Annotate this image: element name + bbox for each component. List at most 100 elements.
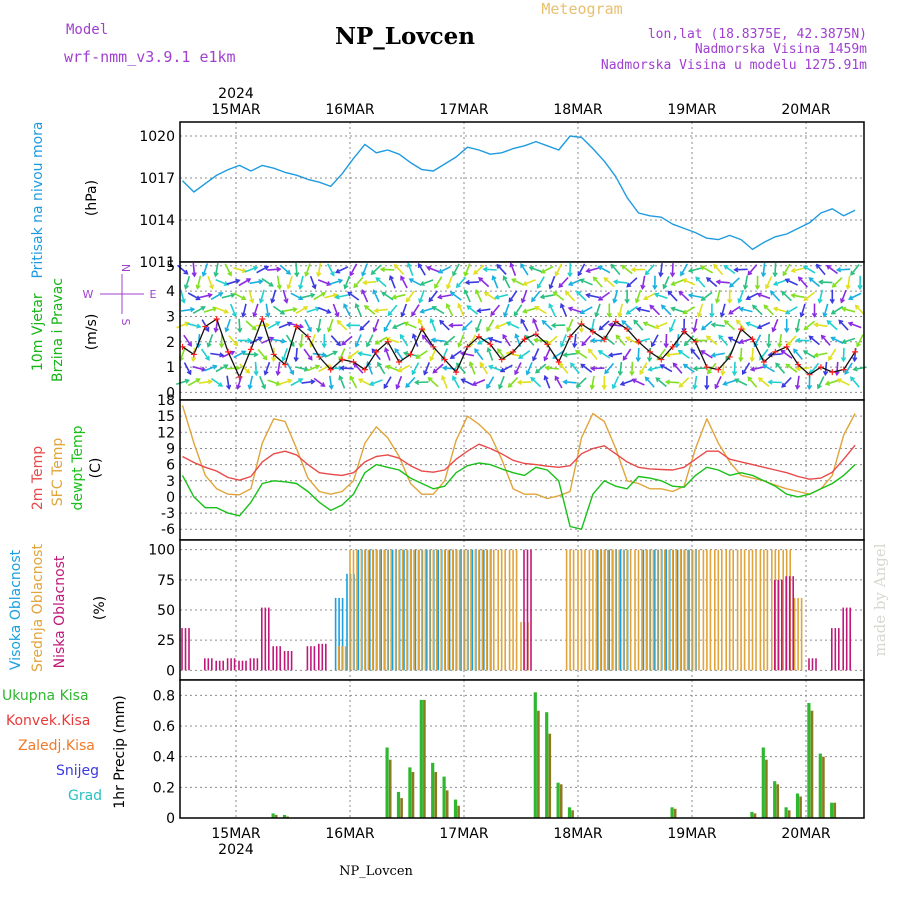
wind-arrow [303,348,313,361]
precip-total-bar [545,712,549,818]
wind-arrow-head [225,384,232,391]
wind-arrow-head [722,380,728,386]
wind-arrow [548,303,556,317]
wind-arrow [750,366,765,371]
wind-arrow-head [373,307,379,314]
wind-arrow-head [241,350,247,356]
wind-arrow [225,318,231,332]
wind-arrow [344,275,351,289]
wind-arrow-head [361,288,366,295]
wind-arrow [457,334,465,347]
wind-arrow [637,307,650,313]
wind-arrow-head [400,312,406,318]
wind-arrow-head [577,271,583,277]
wind-arrow [267,379,281,386]
wind-arrow [383,376,392,389]
wind-arrow-head [218,292,224,297]
wind-arrow-head [760,272,767,278]
wind-arrow-head [543,356,549,362]
wind-arrow-head [491,274,497,281]
wind-arrow [683,306,696,315]
wind-arrow-head [372,327,378,333]
wind-arrow [590,318,595,332]
y-tick-label: 1014 [139,213,175,229]
precip-total-bar [419,699,423,818]
wind-arrow-head [468,361,474,367]
wind-arrow [701,291,713,301]
wind-arrow-head [334,294,340,300]
y-tick-label: 50 [157,603,175,619]
dewpt-axis-title: dewpt Temp [70,425,86,510]
wind-arrow [301,380,315,384]
wind-arrow-head [387,310,393,317]
wind-arrow [187,378,200,387]
precip-total-bar [408,767,412,818]
wind-arrow-head [464,279,470,286]
wind-arrow [200,348,210,361]
y-tick-label: 1020 [139,129,175,145]
wind-arrow-head [370,270,376,276]
wind-arrow-head [441,374,446,381]
wind-arrow-head [550,322,557,329]
wind-arrow [226,279,240,285]
wind-arrow [361,263,369,276]
wind-arrow [456,276,467,288]
wind-arrow-head [247,337,253,344]
wind-arrow [523,279,536,286]
wind-arrow-head [541,319,547,325]
precip-total-bar [795,793,800,818]
wind-arrow [818,289,824,303]
wind-arrow-head [803,325,809,331]
wind-arrow [295,306,308,314]
wind-arrow [180,289,185,303]
wind-arrow-head [430,337,436,343]
wind-arrow-head [830,309,836,315]
wind-arrow-head [366,361,372,367]
wind-marker [624,326,631,333]
wind-arrow [324,293,338,299]
wind-arrow-head [617,312,623,318]
wind-arrow [306,365,320,372]
y-tick-label: 3 [166,309,175,325]
wind-arrow-head [580,363,586,369]
wind-marker [567,333,574,340]
wind-arrow [469,362,476,375]
wind-arrow [554,376,563,389]
wind-arrow [635,289,642,303]
wind-arrow [375,336,388,345]
wind-arrow-head [383,326,389,333]
wind-arrow-head [820,334,826,340]
wind-arrow-head [643,295,649,301]
wind-arrow [595,303,601,317]
wind-arrow-head [190,357,197,363]
wind-arrow-head [817,384,822,390]
wind-arrow [355,334,362,347]
wind-arrow-head [649,304,655,310]
cloud-mid-title: Srednja Oblacnost [30,544,46,672]
precip-total-bar [442,776,446,818]
wind-arrow-head [620,264,626,270]
wind-arrow [264,361,271,375]
wind-arrow [267,268,281,271]
wind-arrow-head [455,282,461,289]
wind-arrow [244,353,258,356]
wind-arrow [257,348,268,360]
wind-arrow-head [332,350,338,356]
wind-arrow [823,303,829,317]
wind-marker [361,366,368,373]
wind-arrow [690,348,701,360]
wind-arrow [575,350,588,359]
wind-arrow [244,266,258,273]
precip-conv-bar [274,814,278,818]
wind-arrow-head [756,292,762,298]
wind-arrow [621,264,633,275]
wind-arrow [347,349,360,359]
wind-arrow [242,303,247,317]
wind-arrow [591,367,605,370]
wind-arrow [363,280,377,284]
wind-arrow [299,275,304,289]
precip-conv-bar [400,798,403,818]
wind-arrow [598,350,611,359]
wind-arrow [521,289,528,303]
wind-arrow [542,320,553,331]
